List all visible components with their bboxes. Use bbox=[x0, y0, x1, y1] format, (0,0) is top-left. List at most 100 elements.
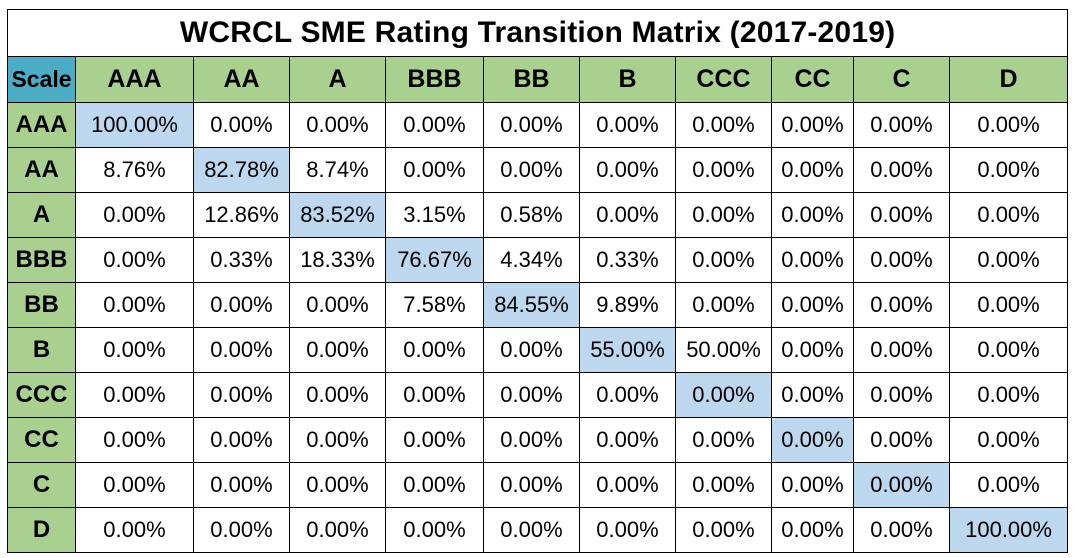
table-row: CC 0.00% 0.00% 0.00% 0.00% 0.00% 0.00% 0.00% 0.0… bbox=[7, 417, 1069, 463]
column-header-bb: BB bbox=[483, 56, 580, 103]
matrix-cell: 55.00% bbox=[579, 327, 676, 373]
matrix-cell: 0.00% bbox=[193, 102, 290, 148]
matrix-cell: 0.00% bbox=[579, 417, 676, 463]
column-header-a: A bbox=[289, 56, 386, 103]
matrix-cell: 0.00% bbox=[948, 147, 1069, 193]
matrix-cell: 0.00% bbox=[289, 462, 386, 508]
matrix-cell: 0.00% bbox=[853, 192, 950, 238]
matrix-cell: 83.52% bbox=[289, 192, 386, 238]
row-header-c: C bbox=[7, 462, 76, 508]
matrix-cell: 0.00% bbox=[675, 417, 772, 463]
matrix-cell: 0.00% bbox=[289, 417, 386, 463]
matrix-cell: 0.00% bbox=[385, 372, 484, 418]
matrix-cell: 0.00% bbox=[853, 282, 950, 328]
matrix-cell: 0.00% bbox=[675, 237, 772, 283]
row-header-a: A bbox=[7, 192, 76, 238]
matrix-cell: 0.00% bbox=[483, 147, 580, 193]
row-header-b: B bbox=[7, 327, 76, 373]
matrix-cell: 0.00% bbox=[771, 327, 854, 373]
matrix-cell: 7.58% bbox=[385, 282, 484, 328]
table-row: D 0.00% 0.00% 0.00% 0.00% 0.00% 0.00% 0.00% 0.00… bbox=[7, 507, 1069, 553]
matrix-cell: 50.00% bbox=[675, 327, 772, 373]
matrix-cell: 0.00% bbox=[193, 507, 290, 553]
matrix-cell: 0.00% bbox=[771, 192, 854, 238]
matrix-cell: 0.00% bbox=[771, 237, 854, 283]
matrix-cell: 84.55% bbox=[483, 282, 580, 328]
matrix-cell: 0.00% bbox=[289, 102, 386, 148]
row-header-ccc: CCC bbox=[7, 372, 76, 418]
matrix-cell: 0.00% bbox=[579, 147, 676, 193]
matrix-cell: 0.00% bbox=[853, 147, 950, 193]
matrix-cell: 0.00% bbox=[193, 417, 290, 463]
matrix-cell: 0.00% bbox=[853, 237, 950, 283]
matrix-cell: 0.00% bbox=[675, 462, 772, 508]
table-row: A 0.00% 12.86% 83.52% 3.15% 0.58% 0.00% 0.00% 0.… bbox=[7, 192, 1069, 238]
matrix-cell: 0.00% bbox=[579, 372, 676, 418]
matrix-cell: 0.00% bbox=[771, 282, 854, 328]
matrix-cell: 0.00% bbox=[483, 462, 580, 508]
matrix-cell: 0.00% bbox=[948, 327, 1069, 373]
matrix-cell: 9.89% bbox=[579, 282, 676, 328]
matrix-cell: 0.00% bbox=[483, 507, 580, 553]
matrix-cell: 0.00% bbox=[75, 462, 194, 508]
matrix-cell: 12.86% bbox=[193, 192, 290, 238]
matrix-cell: 0.00% bbox=[385, 507, 484, 553]
matrix-cell: 0.00% bbox=[579, 507, 676, 553]
matrix-cell: 0.00% bbox=[289, 282, 386, 328]
matrix-cell: 0.00% bbox=[75, 192, 194, 238]
matrix-cell: 0.00% bbox=[853, 417, 950, 463]
matrix-cell: 82.78% bbox=[193, 147, 290, 193]
matrix-cell: 0.00% bbox=[853, 462, 950, 508]
row-header-aaa: AAA bbox=[7, 102, 76, 148]
matrix-cell: 0.00% bbox=[948, 237, 1069, 283]
matrix-cell: 0.00% bbox=[483, 327, 580, 373]
matrix-cell: 0.33% bbox=[193, 237, 290, 283]
table-row: AAA 100.00% 0.00% 0.00% 0.00% 0.00% 0.00% 0.00%… bbox=[7, 102, 1069, 148]
matrix-cell: 0.00% bbox=[853, 102, 950, 148]
transition-matrix-table: WCRCL SME Rating Transition Matrix (2017… bbox=[6, 9, 1069, 553]
matrix-cell: 0.00% bbox=[853, 327, 950, 373]
matrix-cell: 0.00% bbox=[385, 102, 484, 148]
table-row: B 0.00% 0.00% 0.00% 0.00% 0.00% 55.00% 50.00% 0.… bbox=[7, 327, 1069, 373]
matrix-cell: 0.00% bbox=[385, 147, 484, 193]
matrix-cell: 0.00% bbox=[675, 507, 772, 553]
matrix-cell: 0.00% bbox=[771, 507, 854, 553]
matrix-cell: 0.00% bbox=[385, 327, 484, 373]
matrix-cell: 0.00% bbox=[75, 507, 194, 553]
matrix-cell: 0.00% bbox=[948, 192, 1069, 238]
matrix-cell: 3.15% bbox=[385, 192, 484, 238]
matrix-cell: 0.00% bbox=[675, 192, 772, 238]
matrix-cell: 0.00% bbox=[948, 417, 1069, 463]
column-header-d: D bbox=[948, 56, 1069, 103]
matrix-cell: 0.00% bbox=[675, 102, 772, 148]
column-header-b: B bbox=[579, 56, 676, 103]
row-header-bb: BB bbox=[7, 282, 76, 328]
matrix-cell: 0.58% bbox=[483, 192, 580, 238]
matrix-cell: 0.00% bbox=[675, 372, 772, 418]
matrix-cell: 0.00% bbox=[193, 327, 290, 373]
matrix-cell: 18.33% bbox=[289, 237, 386, 283]
matrix-cell: 0.00% bbox=[75, 327, 194, 373]
matrix-cell: 0.00% bbox=[771, 372, 854, 418]
column-header-aa: AA bbox=[193, 56, 290, 103]
matrix-cell: 0.00% bbox=[853, 372, 950, 418]
matrix-cell: 8.74% bbox=[289, 147, 386, 193]
matrix-cell: 76.67% bbox=[385, 237, 484, 283]
matrix-cell: 0.00% bbox=[579, 102, 676, 148]
chart-title: WCRCL SME Rating Transition Matrix (2017… bbox=[6, 9, 1069, 57]
matrix-cell: 0.00% bbox=[771, 462, 854, 508]
matrix-cell: 0.00% bbox=[483, 372, 580, 418]
column-header-cc: CC bbox=[771, 56, 854, 103]
row-header-d: D bbox=[7, 507, 76, 553]
matrix-cell: 0.00% bbox=[948, 372, 1069, 418]
column-header-ccc: CCC bbox=[675, 56, 772, 103]
matrix-cell: 0.00% bbox=[385, 462, 484, 508]
matrix-cell: 0.00% bbox=[385, 417, 484, 463]
matrix-cell: 0.00% bbox=[771, 147, 854, 193]
matrix-cell: 4.34% bbox=[483, 237, 580, 283]
matrix-cell: 0.00% bbox=[771, 417, 854, 463]
matrix-cell: 0.00% bbox=[948, 102, 1069, 148]
column-header-bbb: BBB bbox=[385, 56, 484, 103]
matrix-cell: 0.00% bbox=[193, 462, 290, 508]
table-row: CCC 0.00% 0.00% 0.00% 0.00% 0.00% 0.00% 0.00% 0.… bbox=[7, 372, 1069, 418]
